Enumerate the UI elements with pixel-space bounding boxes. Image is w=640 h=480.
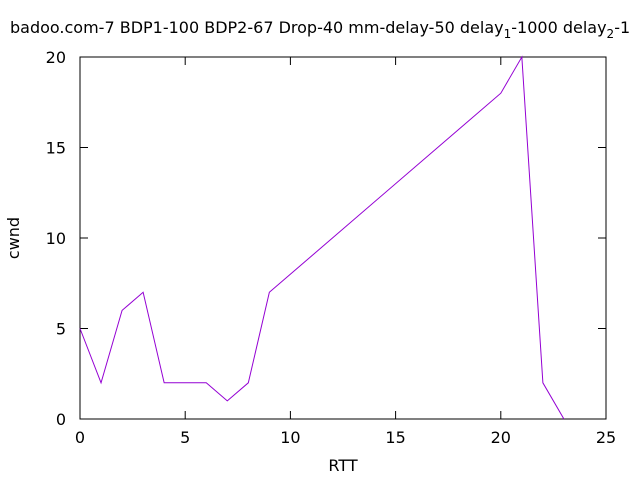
x-axis-label: RTT — [328, 456, 357, 475]
chart-title-part2: -1000 delay — [511, 18, 606, 37]
axis-ticks — [79, 56, 607, 420]
plot-frame — [79, 56, 607, 420]
chart-title-part3: -1 — [614, 18, 630, 37]
axis-tick-labels: 0 5 10 15 20 25 0 5 10 15 20 — [46, 48, 617, 447]
y-tick-label: 10 — [46, 229, 66, 248]
x-tick-label: 0 — [75, 428, 85, 447]
chart-title-part1: badoo.com-7 BDP1-100 BDP2-67 Drop-40 mm-… — [10, 18, 504, 37]
series-layer — [79, 55, 565, 420]
x-tick-label: 20 — [491, 428, 511, 447]
series-line — [79, 55, 565, 420]
x-tick-label: 15 — [385, 428, 405, 447]
y-tick-label: 0 — [56, 410, 66, 429]
x-tick-label: 25 — [596, 428, 616, 447]
chart-title: badoo.com-7 BDP1-100 BDP2-67 Drop-40 mm-… — [10, 18, 630, 41]
x-tick-label: 10 — [280, 428, 300, 447]
y-axis-label: cwnd — [4, 217, 23, 259]
y-tick-label: 20 — [46, 48, 66, 67]
y-tick-label: 15 — [46, 139, 66, 158]
x-tick-label: 5 — [180, 428, 190, 447]
chart-title-sub2: 2 — [607, 27, 615, 41]
y-tick-label: 5 — [56, 320, 66, 339]
chart-title-sub1: 1 — [504, 27, 512, 41]
